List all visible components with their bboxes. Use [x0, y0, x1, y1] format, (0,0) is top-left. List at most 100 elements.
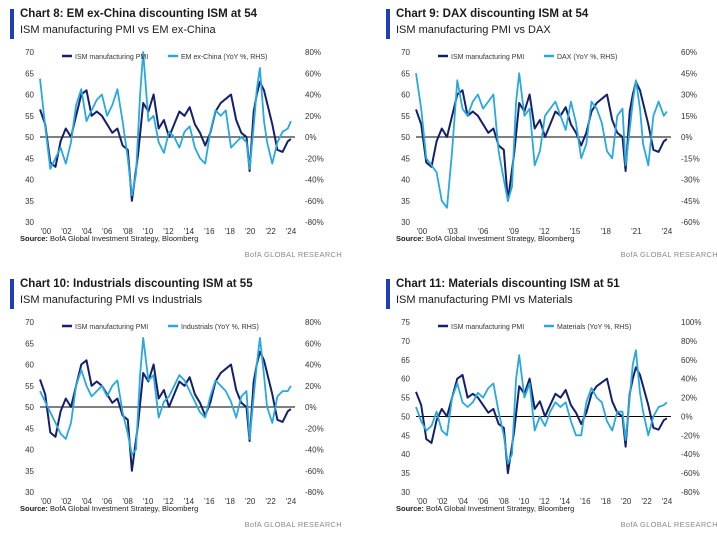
x-tick-label: '16 — [580, 497, 591, 504]
x-tick-label: '08 — [122, 497, 133, 504]
left-tick-label: 30 — [25, 218, 34, 227]
right-tick-label: -40% — [305, 176, 324, 185]
source-note: Source: BofA Global Investment Strategy,… — [20, 234, 199, 243]
right-tick-label: 40% — [305, 91, 321, 100]
right-tick-label: 0% — [305, 403, 317, 412]
x-tick-label: '08 — [122, 227, 133, 234]
x-tick-label: '12 — [539, 227, 550, 234]
right-tick-label: -60% — [681, 218, 700, 227]
right-tick-label: -60% — [305, 467, 324, 476]
right-tick-label: 15% — [681, 112, 697, 121]
legend-label-ism: ISM manufacturing PMI — [75, 54, 148, 61]
x-tick-label: '24 — [286, 227, 297, 234]
chart-panel-10: Chart 10: Industrials discounting ISM at… — [10, 276, 350, 531]
x-tick-label: '24 — [662, 497, 673, 504]
left-tick-label: 60 — [25, 91, 34, 100]
x-tick-label: '20 — [245, 497, 256, 504]
right-tick-label: 80% — [305, 318, 321, 327]
chart-title: Chart 9: DAX discounting ISM at 54 — [396, 8, 589, 20]
right-tick-label: 60% — [681, 356, 697, 365]
brand-footer: BofA GLOBAL RESEARCH — [620, 520, 717, 529]
x-tick-label: '12 — [163, 497, 174, 504]
x-tick-label: '18 — [601, 497, 612, 504]
left-tick-label: 45 — [25, 154, 34, 163]
left-tick-label: 35 — [401, 197, 410, 206]
chart-subtitle: ISM manufacturing PMI vs Materials — [396, 294, 573, 306]
right-tick-label: 60% — [305, 69, 321, 78]
x-tick-label: '00 — [417, 227, 428, 234]
left-tick-label: 70 — [25, 48, 34, 57]
chart-panel-11: Chart 11: Materials discounting ISM at 5… — [386, 276, 717, 531]
left-tick-label: 35 — [25, 467, 34, 476]
left-tick-label: 60 — [25, 361, 34, 370]
chart-title: Chart 8: EM ex-China discounting ISM at … — [20, 8, 258, 20]
left-tick-label: 30 — [401, 488, 410, 497]
right-tick-label: -20% — [305, 154, 324, 163]
source-note: Source: BofA Global Investment Strategy,… — [20, 504, 199, 513]
left-tick-label: 50 — [25, 403, 34, 412]
right-tick-label: 100% — [681, 318, 701, 327]
ism-series-line — [39, 350, 292, 472]
x-tick-label: '15 — [570, 227, 581, 234]
right-tick-label: 40% — [305, 361, 321, 370]
chart-title: Chart 10: Industrials discounting ISM at… — [20, 278, 253, 290]
right-tick-label: 40% — [681, 375, 697, 384]
legend-label-ism: ISM manufacturing PMI — [75, 324, 148, 331]
x-tick-label: '22 — [641, 497, 652, 504]
right-tick-label: -30% — [681, 176, 700, 185]
right-tick-label: 0% — [681, 412, 693, 421]
right-tick-label: 20% — [305, 382, 321, 391]
source-note: Source: BofA Global Investment Strategy,… — [396, 504, 575, 513]
brand-footer: BofA GLOBAL RESEARCH — [244, 520, 342, 529]
x-tick-label: '14 — [560, 497, 571, 504]
legend: ISM manufacturing PMI EM ex-China (YoY %,… — [62, 54, 267, 61]
x-tick-label: '16 — [204, 497, 215, 504]
right-tick-label: 20% — [681, 394, 697, 403]
x-tick-label: '04 — [458, 497, 469, 504]
x-tick-label: '22 — [265, 497, 276, 504]
x-tick-label: '06 — [478, 497, 489, 504]
line-chart: 75 70 65 60 55 50 45 40 35 30 100% 80% 60% 40% 20% 0% -2… — [401, 318, 701, 504]
right-tick-label: -40% — [305, 446, 324, 455]
x-tick-label: '06 — [102, 497, 113, 504]
legend: ISM manufacturing PMI Industrials (YoY %,… — [62, 324, 259, 331]
title-accent-bar — [386, 9, 390, 39]
right-tick-label: 0% — [305, 133, 317, 142]
right-tick-label: -80% — [681, 488, 700, 497]
left-tick-label: 65 — [25, 339, 34, 348]
x-tick-label: '14 — [184, 497, 195, 504]
source-note: Source: BofA Global Investment Strategy,… — [396, 234, 575, 243]
line-chart: 70 65 60 55 50 45 40 35 30 80% 60% 40% 20% 0% -20% -40%… — [25, 48, 324, 234]
line-chart: 70 65 60 55 50 45 40 35 30 60% 45% 30% 15% 0% -15% -30%… — [401, 48, 700, 234]
x-tick-label: '10 — [143, 227, 154, 234]
x-tick-label: '21 — [631, 227, 642, 234]
right-tick-label: 45% — [681, 69, 697, 78]
left-tick-label: 45 — [25, 424, 34, 433]
left-tick-label: 55 — [401, 112, 410, 121]
left-tick-label: 55 — [401, 394, 410, 403]
x-tick-label: '14 — [184, 227, 195, 234]
right-tick-label: 60% — [681, 48, 697, 57]
right-tick-label: 80% — [305, 48, 321, 57]
x-tick-label: '22 — [265, 227, 276, 234]
x-tick-label: '00 — [41, 497, 52, 504]
right-tick-label: -20% — [305, 424, 324, 433]
x-tick-label: '12 — [163, 227, 174, 234]
right-tick-label: 80% — [681, 337, 697, 346]
left-tick-label: 30 — [25, 488, 34, 497]
left-tick-label: 30 — [401, 218, 410, 227]
right-tick-label: -80% — [305, 488, 324, 497]
right-tick-label: -80% — [305, 218, 324, 227]
left-tick-label: 65 — [25, 69, 34, 78]
x-tick-label: '24 — [662, 227, 673, 234]
x-tick-label: '02 — [437, 497, 448, 504]
left-tick-label: 60 — [401, 375, 410, 384]
left-tick-label: 45 — [401, 431, 410, 440]
x-tick-label: '10 — [519, 497, 530, 504]
x-tick-label: '09 — [509, 227, 520, 234]
x-tick-label: '02 — [61, 227, 72, 234]
x-tick-label: '10 — [143, 497, 154, 504]
left-tick-label: 50 — [401, 412, 410, 421]
comparison-series-line — [415, 349, 668, 465]
comparison-series-line — [415, 72, 668, 209]
